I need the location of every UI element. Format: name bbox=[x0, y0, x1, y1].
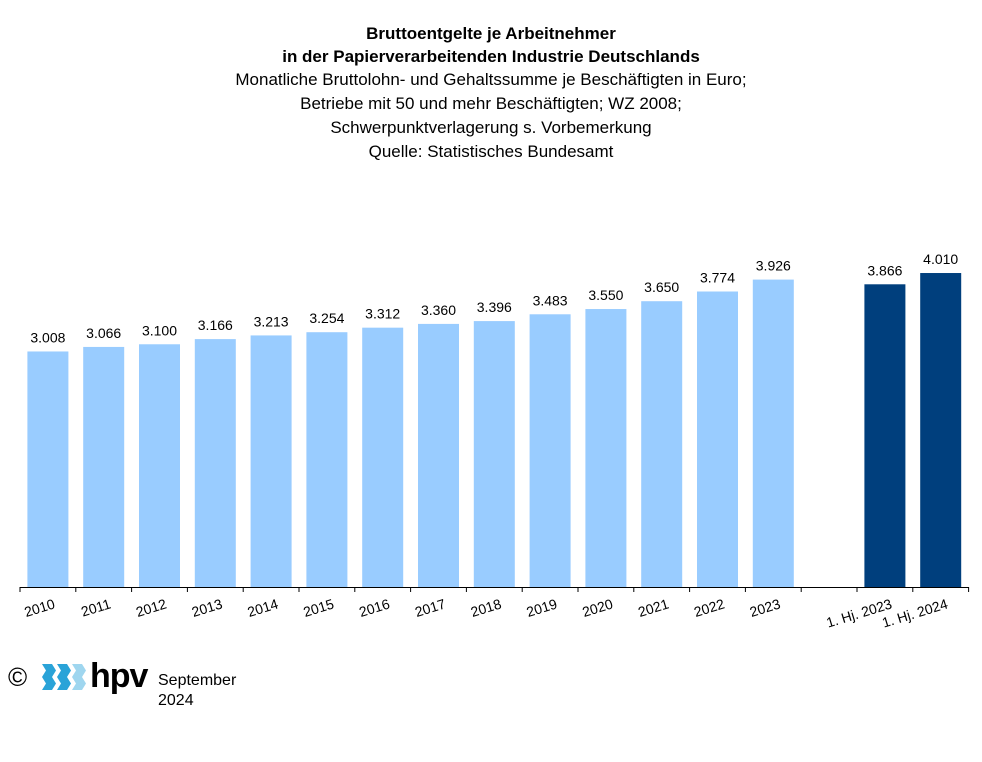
bar-value-label: 3.550 bbox=[588, 287, 623, 303]
bar-value-label: 3.650 bbox=[644, 279, 679, 295]
bar-2019 bbox=[529, 314, 571, 587]
x-tick-label: 2022 bbox=[692, 596, 727, 620]
bar-2012 bbox=[139, 344, 180, 587]
bar-value-label: 3.866 bbox=[867, 262, 902, 278]
bar-value-label: 3.254 bbox=[309, 310, 344, 326]
bar-2020 bbox=[585, 309, 627, 587]
bars-group bbox=[27, 273, 962, 587]
bar-value-label: 3.774 bbox=[700, 269, 735, 285]
bar-2015 bbox=[306, 332, 348, 587]
bar-value-label: 3.166 bbox=[198, 317, 233, 333]
x-tick-label: 2018 bbox=[469, 596, 504, 620]
bar-2023 bbox=[752, 279, 794, 587]
x-tick-label: 2011 bbox=[79, 596, 113, 620]
x-tick-label: 2010 bbox=[22, 596, 57, 620]
bar-value-label: 3.360 bbox=[421, 302, 456, 318]
x-tick-label: 2023 bbox=[748, 596, 783, 620]
bar-2011 bbox=[83, 346, 125, 587]
bar-chart: 3.008 3.066 3.100 3.166 3.213 3.254 3.312 3.360… bbox=[19, 251, 970, 631]
bar-2021 bbox=[641, 301, 683, 587]
bar-1-hj-2024 bbox=[920, 273, 962, 587]
chart-titles: Bruttoentgelte je Arbeitnehmer in der Pa… bbox=[0, 22, 982, 164]
bar-value-label: 3.312 bbox=[365, 306, 400, 322]
bar-value-label: 3.066 bbox=[86, 325, 121, 341]
bar-value-label: 3.483 bbox=[533, 292, 568, 308]
hpv-logo-waves-icon bbox=[42, 664, 86, 690]
hpv-logo-text: hpv bbox=[90, 657, 148, 695]
x-tick-label: 2014 bbox=[246, 596, 281, 620]
copyright-symbol: © bbox=[8, 662, 28, 692]
chart-subtitle-line-2: Betriebe mit 50 und mehr Beschäftigten; … bbox=[300, 94, 682, 113]
x-tick-label: 2017 bbox=[413, 596, 448, 620]
x-tick-label: 2012 bbox=[134, 596, 169, 620]
bar-value-label: 3.926 bbox=[756, 258, 791, 274]
x-tick-label: 2019 bbox=[525, 596, 560, 620]
x-tick-label: 2015 bbox=[301, 596, 336, 620]
x-tick-label: 2020 bbox=[580, 596, 615, 620]
bar-value-label: 3.396 bbox=[477, 299, 512, 315]
bar-2014 bbox=[250, 335, 292, 587]
x-tick-label: 2013 bbox=[190, 596, 225, 620]
bar-value-label: 3.213 bbox=[254, 313, 289, 329]
chart-source: Quelle: Statistisches Bundesamt bbox=[368, 142, 614, 161]
bar-value-label: 3.008 bbox=[30, 329, 65, 345]
bar-2018 bbox=[473, 321, 515, 587]
x-tick-label: 2016 bbox=[357, 596, 392, 620]
chart-subtitle-line-3: Schwerpunktverlagerung s. Vorbemerkung bbox=[330, 118, 652, 137]
x-ticks-group bbox=[19, 587, 970, 592]
bar-value-label: 4.010 bbox=[923, 251, 958, 267]
value-labels-group: 3.008 3.066 3.100 3.166 3.213 3.254 3.312 3.360… bbox=[30, 251, 958, 345]
chart-title-line-1: Bruttoentgelte je Arbeitnehmer bbox=[366, 24, 616, 43]
bar-1-hj-2023 bbox=[864, 284, 906, 587]
bar-value-label: 3.100 bbox=[142, 322, 177, 338]
bar-2010 bbox=[27, 351, 69, 587]
x-tick-labels-group: 2010 2011 2012 2013 2014 2015 2016 2017 2018 2019… bbox=[22, 596, 949, 631]
bar-2022 bbox=[697, 291, 738, 587]
chart-subtitle-line-1: Monatliche Bruttolohn- und Gehaltssumme … bbox=[235, 70, 747, 89]
chart-title-line-2: in der Papierverarbeitenden Industrie De… bbox=[282, 47, 700, 66]
publication-date: September 2024 bbox=[158, 672, 237, 709]
x-tick-label: 2021 bbox=[636, 596, 671, 620]
bar-2016 bbox=[362, 327, 404, 587]
bar-2017 bbox=[418, 323, 459, 587]
bar-2013 bbox=[194, 339, 236, 587]
